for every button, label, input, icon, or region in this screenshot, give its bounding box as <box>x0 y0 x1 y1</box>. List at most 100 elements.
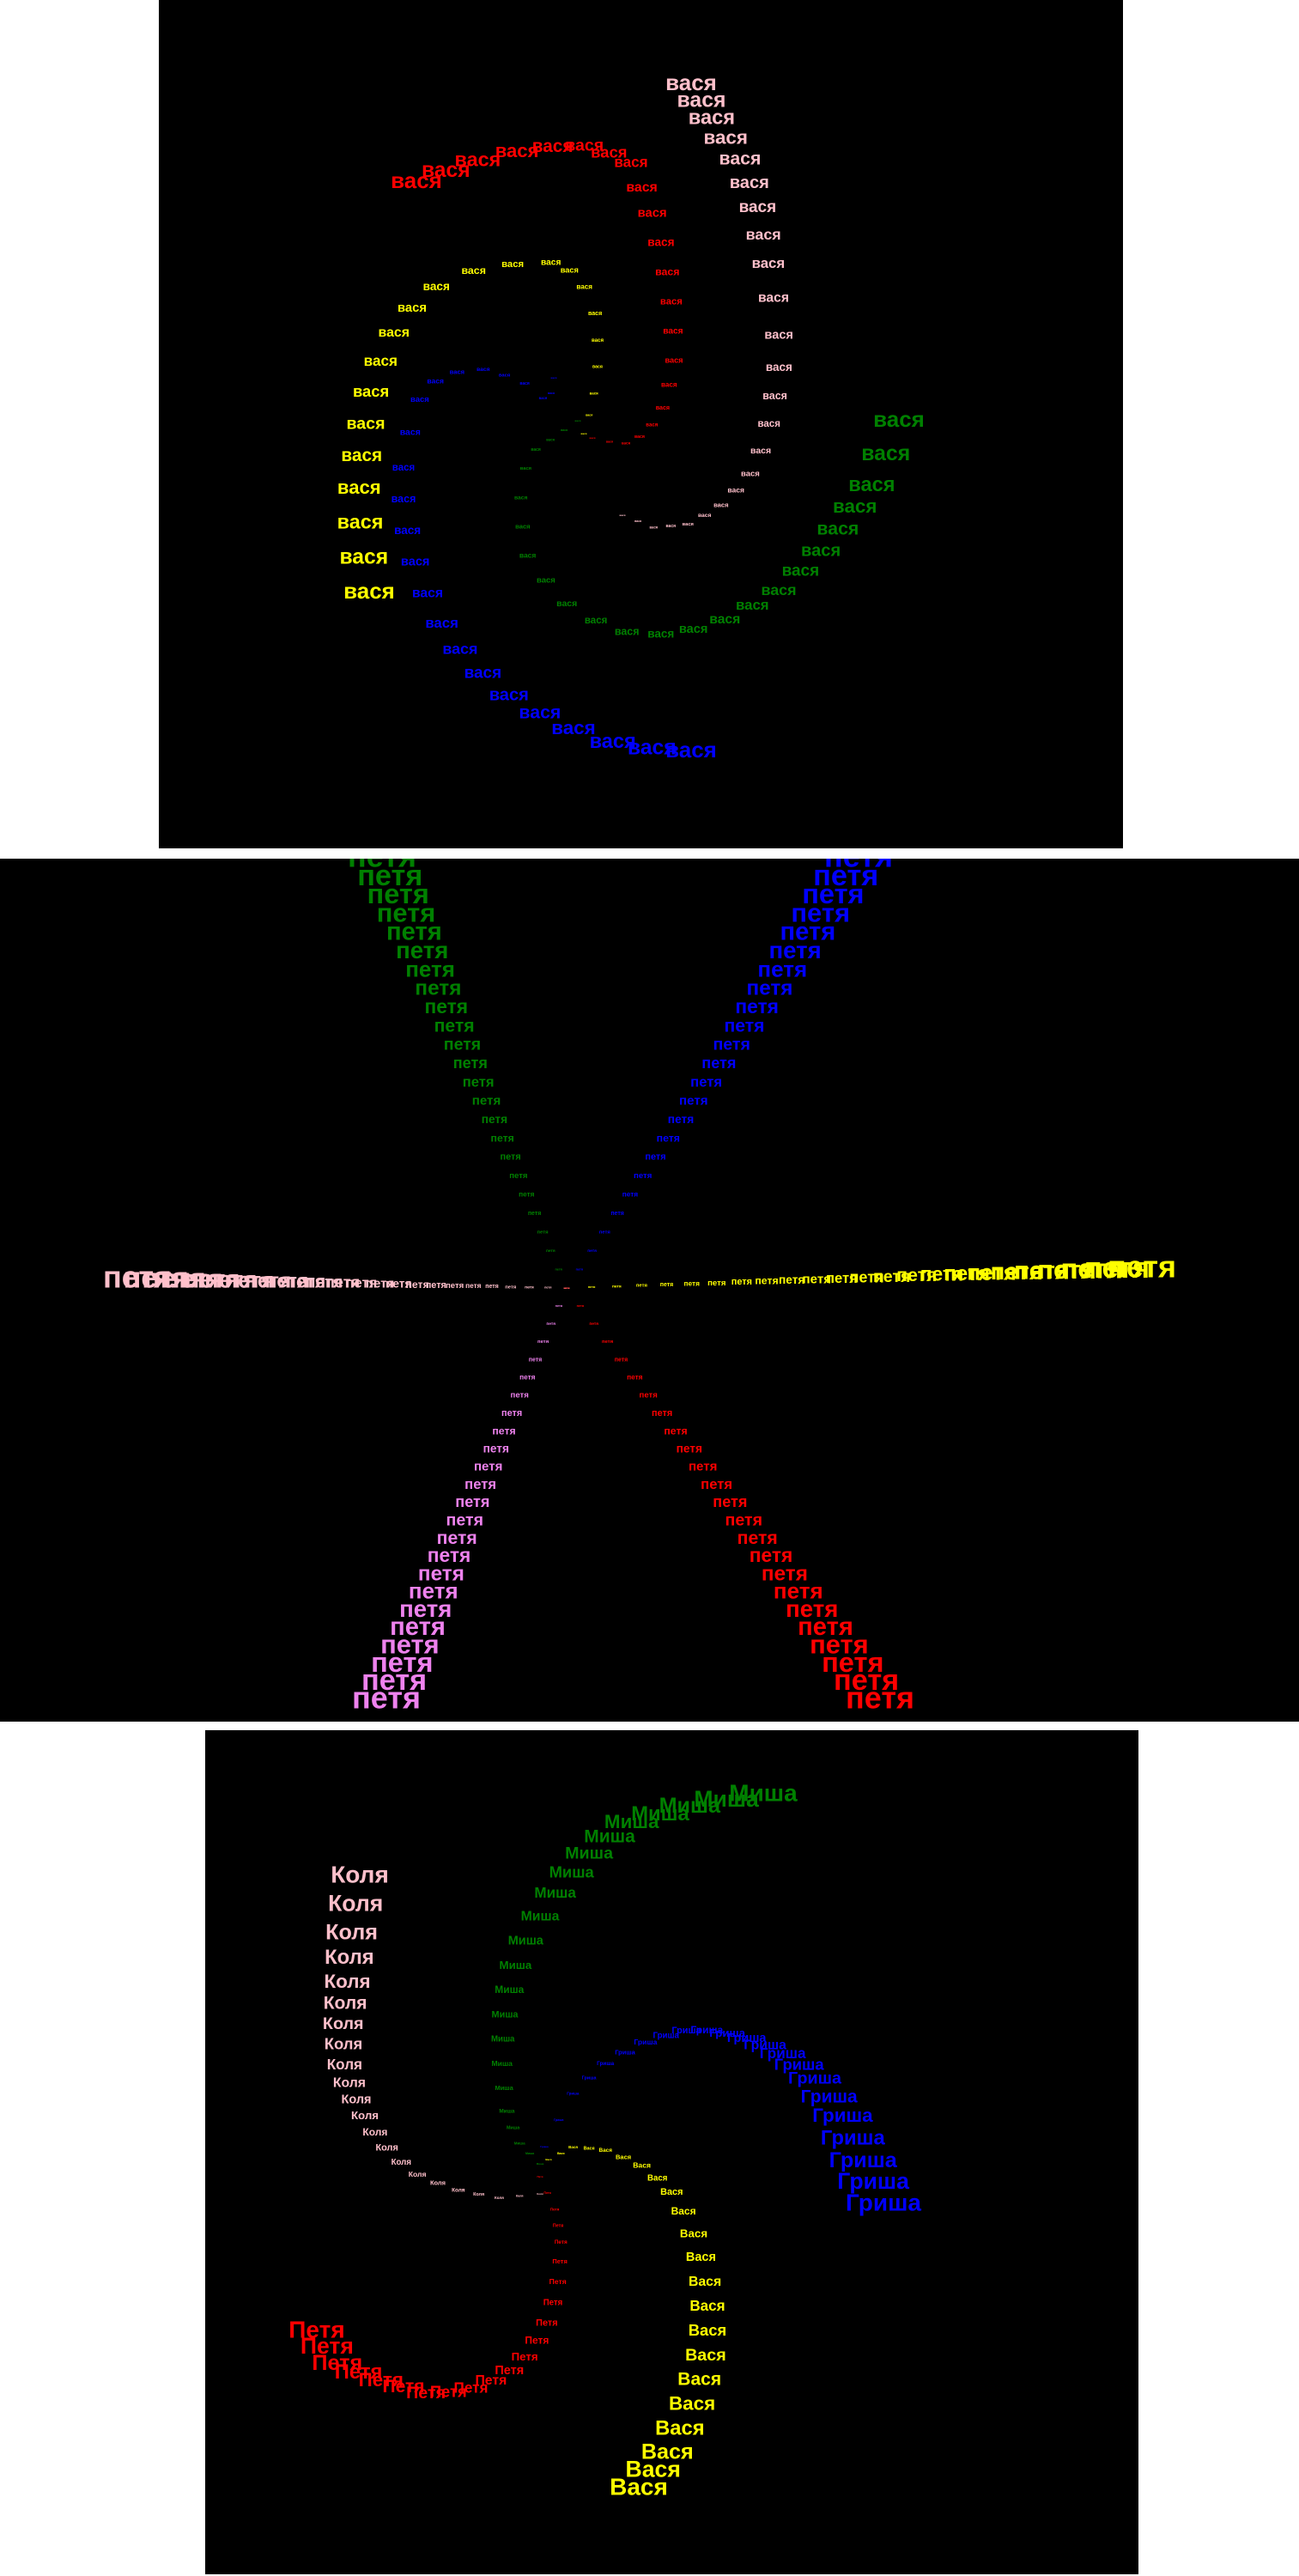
spiral-word-arm3-22: вася <box>628 737 677 760</box>
spiral-word-arm1-15: вася <box>591 143 627 161</box>
spiral-word-arm2-13: Гриша <box>760 2045 806 2062</box>
spiral-word-arm4-11: петя <box>464 1476 496 1492</box>
spiral-word-arm3-0: вася <box>551 376 557 380</box>
spiral-word-arm3-19: петя <box>1014 1258 1070 1285</box>
spiral-word-arm2-12: петя <box>325 1274 360 1291</box>
spiral-word-arm5-13: петя <box>725 1510 763 1529</box>
spiral-word-arm0-11: Коля <box>341 2093 371 2106</box>
spiral-panel-names: Коля Коля Коля Коля Коля Коля Коля Коля Коля Коля… <box>205 1730 1138 2574</box>
spiral-word-arm2-21: Гриша <box>846 2189 921 2215</box>
spiral-word-arm3-3: петя <box>636 1284 648 1289</box>
spiral-word-arm2-4: петя <box>485 1284 499 1290</box>
spiral-word-arm4-13: Петя <box>454 2379 489 2396</box>
spiral-word-arm0-10: петя <box>472 1094 501 1109</box>
spiral-word-arm2-5: петя <box>465 1281 482 1290</box>
spiral-word-arm0-7: Коля <box>392 2158 411 2167</box>
spiral-word-arm0-18: Коля <box>325 1946 373 1969</box>
spiral-word-arm1-14: Миша <box>549 1863 595 1881</box>
spiral-word-arm2-11: Гриша <box>727 2032 768 2045</box>
spiral-word-arm1-4: петя <box>610 1211 624 1217</box>
spiral-word-arm5-11: петя <box>701 1476 732 1492</box>
spiral-word-arm3-6: Вася <box>633 2160 651 2169</box>
spiral-word-arm3-20: Вася <box>626 2457 681 2482</box>
spiral-word-arm4-19: вася <box>816 518 859 538</box>
spiral-word-arm0-23: вася <box>665 70 717 95</box>
spiral-word-arm0-13: Коля <box>327 2057 362 2073</box>
spiral-word-arm2-20: петя <box>164 1263 223 1293</box>
spiral-word-arm3-3: вася <box>519 381 530 386</box>
spiral-word-arm2-9: вася <box>501 259 524 270</box>
spiral-word-arm1-1: Миша <box>525 2152 535 2155</box>
spiral-word-arm4-11: Петя <box>495 2364 524 2378</box>
spiral-word-arm1-18: петя <box>768 937 821 963</box>
spiral-word-arm4-21: петя <box>371 1646 433 1678</box>
spiral-word-arm4-17: вася <box>782 562 820 580</box>
spiral-word-arm1-8: петя <box>657 1132 680 1144</box>
spiral-word-arm4-2: Петя <box>550 2207 560 2211</box>
spiral-word-arm3-17: вася <box>464 665 502 683</box>
spiral-word-arm3-2: петя <box>612 1285 622 1289</box>
spiral-word-arm3-23: вася <box>665 737 717 762</box>
spiral-word-arm2-6: петя <box>446 1281 464 1291</box>
spiral-word-arm2-4: Гриша <box>597 2061 615 2067</box>
spiral-word-arm4-4: петя <box>529 1357 543 1363</box>
spiral-word-arm1-0: петя <box>564 1286 570 1290</box>
spiral-word-arm3-12: Вася <box>689 2275 721 2289</box>
spiral-word-arm4-3: вася <box>531 447 541 453</box>
spiral-word-arm5-22: петя <box>834 1664 899 1697</box>
spiral-word-arm3-23: петя <box>1108 1249 1176 1285</box>
spiral-word-arm0-3: Коля <box>473 2192 484 2197</box>
spiral-word-arm1-16: Миша <box>584 1827 635 1847</box>
spiral-word-arm1-11: Миша <box>508 1935 544 1948</box>
spiral-word-arm0-3: вася <box>666 524 677 529</box>
spiral-word-arm3-5: вася <box>477 367 489 373</box>
spiral-word-arm0-2: петя <box>546 1249 555 1254</box>
spiral-word-arm4-18: Петя <box>335 2360 383 2384</box>
spiral-word-arm4-16: вася <box>761 581 796 598</box>
spiral-word-arm2-2: петя <box>525 1285 534 1290</box>
spiral-word-arm0-20: вася <box>703 127 747 149</box>
spiral-word-arm0-18: петя <box>396 937 448 963</box>
spiral-word-arm2-0: Гриша <box>540 2145 549 2148</box>
spiral-word-arm0-14: вася <box>758 291 789 306</box>
spiral-word-arm4-18: вася <box>801 542 841 561</box>
spiral-word-arm5-19: петя <box>798 1613 853 1641</box>
spiral-word-arm1-18: Миша <box>631 1802 689 1826</box>
spiral-word-arm2-13: петя <box>306 1273 343 1291</box>
spiral-word-arm3-19: Вася <box>641 2440 694 2464</box>
spiral-word-arm1-12: петя <box>701 1054 736 1072</box>
spiral-word-arm3-22: петя <box>1084 1252 1150 1285</box>
spiral-word-arm5-4: петя <box>615 1357 628 1363</box>
spiral-word-arm1-0: вася <box>590 436 596 440</box>
spiral-word-arm4-16: петя <box>418 1562 464 1585</box>
spiral-word-arm3-18: Вася <box>655 2417 705 2440</box>
spiral-word-arm2-3: петя <box>505 1285 517 1290</box>
spiral-word-arm0-22: петя <box>357 860 422 892</box>
spiral-word-arm1-17: вася <box>532 137 574 156</box>
spiral-word-arm3-18: вася <box>489 686 529 705</box>
spiral-word-arm1-10: вася <box>655 265 679 277</box>
spiral-word-arm0-17: петя <box>405 956 455 981</box>
spiral-word-arm0-14: петя <box>434 1016 475 1036</box>
spiral-word-arm1-16: петя <box>747 977 793 1000</box>
spiral-word-arm0-20: Коля <box>328 1890 383 1916</box>
spiral-word-arm1-19: петя <box>780 919 835 946</box>
spiral-word-arm0-19: вася <box>719 148 762 168</box>
spiral-word-arm0-0: вася <box>620 513 626 517</box>
spiral-word-arm4-3: Петя <box>553 2224 564 2229</box>
spiral-word-arm4-6: вася <box>515 523 530 531</box>
spiral-word-arm5-17: петя <box>774 1578 823 1604</box>
spiral-word-arm4-19: Петя <box>312 2351 362 2375</box>
star-canvas-petya: петяпетяпетяпетяпетяпетяпетяпетяпетяпетя… <box>103 859 1176 1716</box>
spiral-word-arm1-0: Миша <box>537 2162 544 2166</box>
spiral-word-arm3-14: вася <box>412 586 443 600</box>
spiral-word-arm1-6: Миша <box>492 2059 513 2068</box>
spiral-word-arm1-2: Миша <box>514 2141 525 2145</box>
spiral-word-arm3-19: вася <box>519 702 561 722</box>
spiral-word-arm0-12: вася <box>766 361 792 374</box>
spiral-word-arm4-4: Петя <box>555 2239 568 2245</box>
spiral-word-arm2-15: петя <box>265 1270 309 1292</box>
spiral-word-arm0-15: петя <box>424 995 468 1018</box>
spiral-word-arm2-6: Гриша <box>634 2038 657 2046</box>
spiral-word-arm3-17: Вася <box>669 2393 715 2415</box>
